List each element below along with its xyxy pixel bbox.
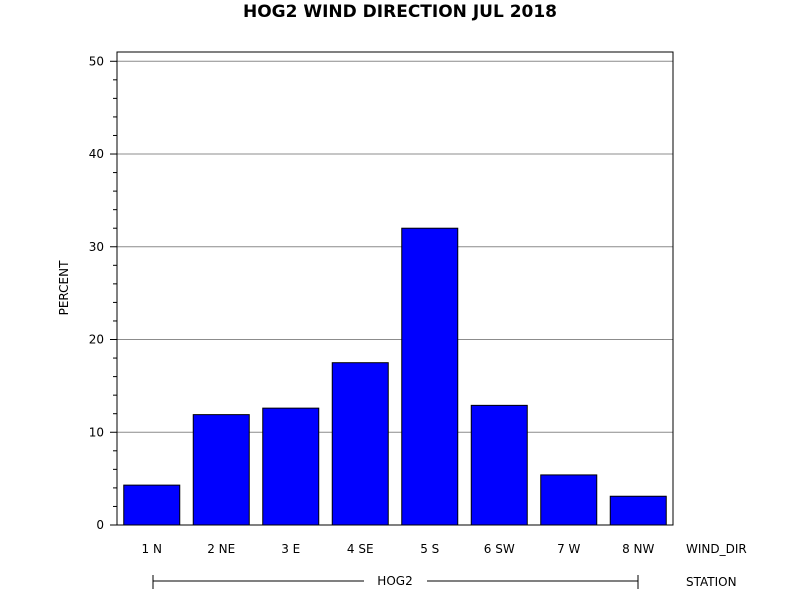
x-tick-label: 6 SW <box>484 542 515 556</box>
bar <box>470 404 528 526</box>
y-tick-label: 30 <box>89 240 104 254</box>
x-tick-label: 5 S <box>420 542 439 556</box>
y-tick-label: 10 <box>89 425 104 439</box>
bar <box>609 495 667 526</box>
bar <box>331 362 389 526</box>
x-tick-label: 7 W <box>557 542 580 556</box>
x-tick-label: 8 NW <box>622 542 654 556</box>
y-axis: 0 10 20 30 40 50 <box>89 54 117 532</box>
bar <box>540 474 598 526</box>
plot-frame <box>116 51 674 526</box>
x-axis-labels: 1 N 2 NE 3 E 4 SE 5 S 6 SW 7 W 8 NW <box>142 542 655 556</box>
group-label: HOG2 <box>377 574 412 588</box>
group-axis-name: STATION <box>686 575 737 589</box>
group-axis: HOG2 <box>152 574 639 589</box>
bar <box>401 227 459 526</box>
x-tick-label: 4 SE <box>347 542 374 556</box>
x-tick-label: 3 E <box>281 542 300 556</box>
gridlines <box>117 60 673 433</box>
y-tick-label: 0 <box>96 518 104 532</box>
bar <box>192 414 250 526</box>
chart-title: HOG2 WIND DIRECTION JUL 2018 <box>243 2 557 22</box>
y-tick-label: 20 <box>89 333 104 347</box>
category-axis-name: WIND_DIR <box>686 542 747 556</box>
x-tick-label: 2 NE <box>207 542 235 556</box>
x-tick-label: 1 N <box>142 542 162 556</box>
y-axis-title: PERCENT <box>57 260 71 315</box>
y-tick-label: 50 <box>89 54 104 68</box>
y-tick-label: 40 <box>89 147 104 161</box>
bar <box>262 407 320 526</box>
bars <box>123 227 667 526</box>
bar <box>123 484 181 526</box>
